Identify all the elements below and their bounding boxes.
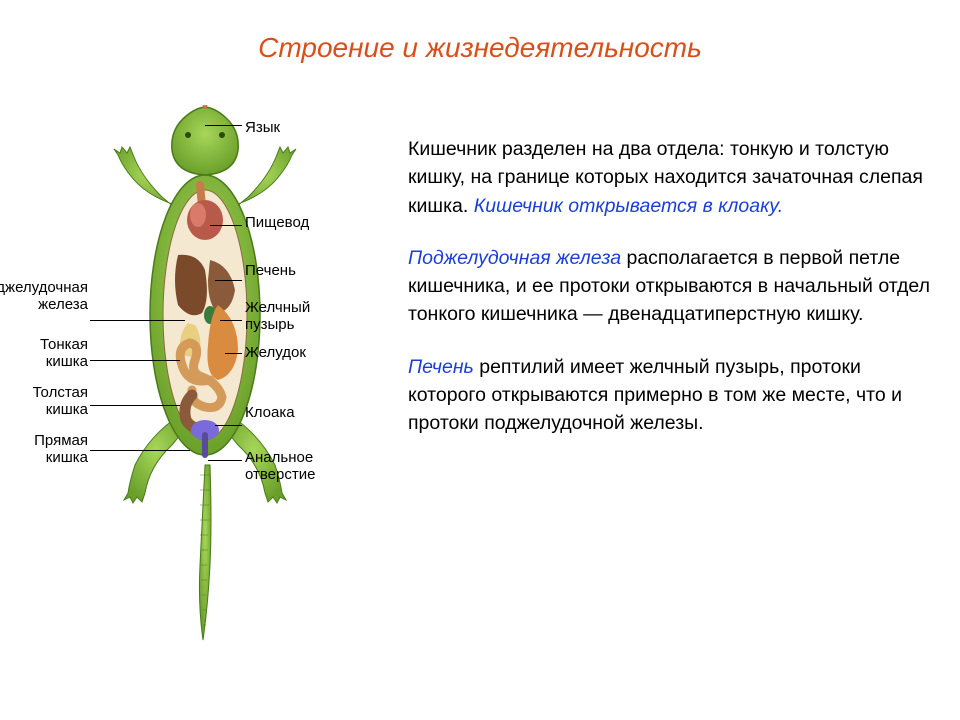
paragraph: Кишечник разделен на два отдела: тонкую … <box>408 135 933 220</box>
leader-line <box>90 320 185 321</box>
page-title: Строение и жизнедеятельность <box>0 32 960 64</box>
leader-line <box>215 425 242 426</box>
highlighted-text: Поджелудочная железа <box>408 247 621 269</box>
leader-line <box>90 405 180 406</box>
anatomy-label: Тонкаякишка <box>40 337 88 370</box>
anatomy-diagram: ПоджелудочнаяжелезаТонкаякишкаТолстаякиш… <box>20 105 380 665</box>
highlighted-text: Печень <box>408 356 474 378</box>
paragraph: Печень рептилий имеет желчный пузырь, пр… <box>408 353 933 438</box>
leader-line <box>90 360 180 361</box>
highlighted-text: Кишечник открывается в клоаку. <box>474 195 783 217</box>
anatomy-label: Анальноеотверстие <box>245 450 315 483</box>
paragraph: Поджелудочная железа располагается в пер… <box>408 244 933 329</box>
leader-line <box>210 225 242 226</box>
anatomy-label: Толстаякишка <box>33 385 88 418</box>
leader-line <box>90 450 190 451</box>
anatomy-label: Печень <box>245 263 296 280</box>
leader-line <box>220 320 242 321</box>
leader-line <box>215 280 242 281</box>
leader-line <box>208 460 242 461</box>
anatomy-label: Пищевод <box>245 215 309 232</box>
anatomy-label: Язык <box>245 120 280 137</box>
anatomy-label: Желудок <box>245 345 306 362</box>
anatomy-label: Прямаякишка <box>34 433 88 466</box>
description-text: Кишечник разделен на два отдела: тонкую … <box>408 135 933 461</box>
leader-line <box>225 353 242 354</box>
anatomy-label: Поджелудочнаяжелеза <box>0 280 88 313</box>
leader-line <box>205 125 242 126</box>
body-text: рептилий имеет желчный пузырь, протоки к… <box>408 356 902 435</box>
anatomy-label: Клоака <box>245 405 295 422</box>
lizard-illustration <box>100 105 310 645</box>
anatomy-label: Желчныйпузырь <box>245 300 310 333</box>
